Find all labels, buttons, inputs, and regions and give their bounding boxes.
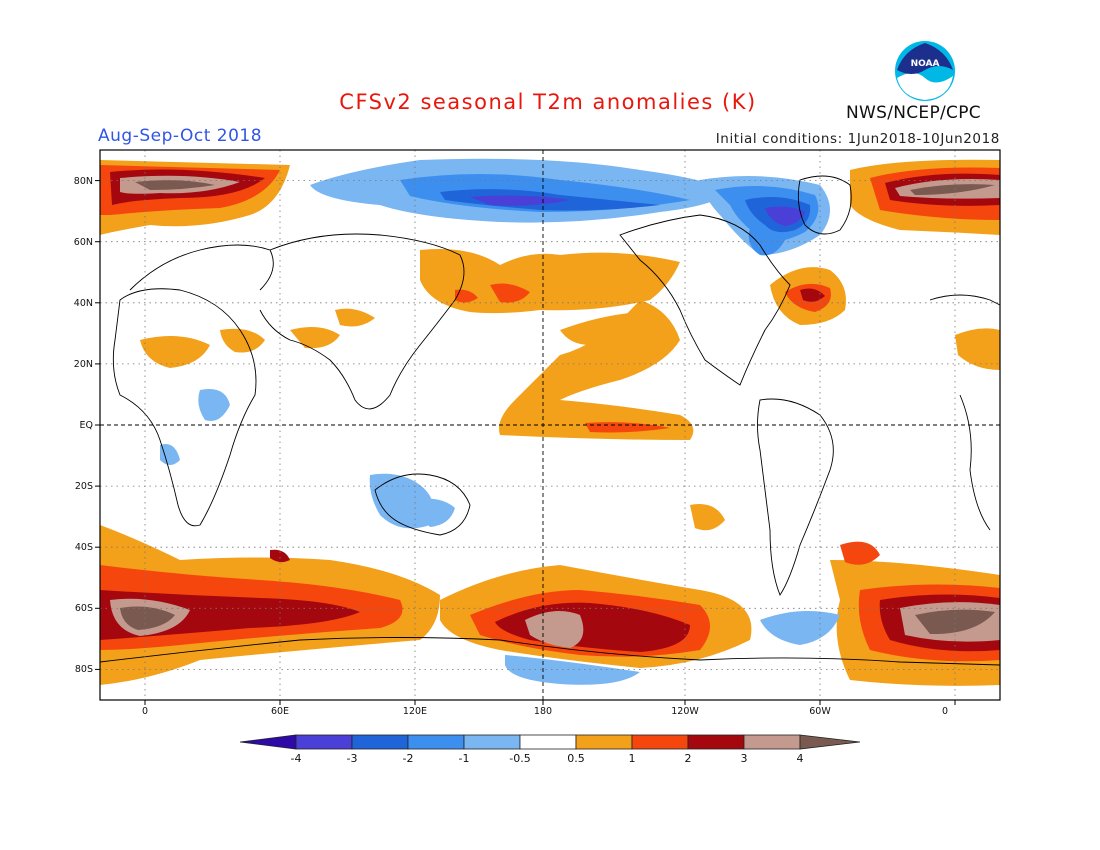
colorbar-swatch bbox=[351, 734, 409, 750]
lat-tick-label: 80N bbox=[74, 176, 93, 187]
coastline-africa-east bbox=[929, 294, 1000, 306]
colorbar-label: -1 bbox=[459, 752, 470, 765]
lat-tick-label: 80S bbox=[75, 664, 93, 675]
lat-tick-labels: 80N 60N 40N 20N EQ 20S 40S 60S 80S bbox=[74, 176, 93, 675]
map-title: CFSv2 seasonal T2m anomalies (K) bbox=[339, 90, 757, 114]
colorbar bbox=[239, 734, 861, 750]
reference-lines bbox=[100, 150, 1000, 700]
colorbar-swatch bbox=[743, 734, 801, 750]
colorbar-label: 2 bbox=[685, 752, 692, 765]
colorbar-swatch-gt-4 bbox=[799, 734, 861, 750]
coastline-australia bbox=[374, 473, 471, 536]
cold-region-central-africa bbox=[198, 389, 230, 421]
warm-region-sahara bbox=[140, 336, 210, 368]
colorbar-label: -4 bbox=[291, 752, 302, 765]
coastline-asia bbox=[259, 233, 465, 410]
lon-tick-label: 60W bbox=[809, 706, 831, 717]
logo-text: NOAA bbox=[911, 59, 940, 69]
colorbar-label: 0.5 bbox=[567, 752, 585, 765]
colorbar-swatch bbox=[407, 734, 465, 750]
colorbar-swatch bbox=[575, 734, 633, 750]
coastlines bbox=[100, 175, 1000, 666]
colorbar-swatch bbox=[295, 734, 353, 750]
lon-tick-label: 0 bbox=[942, 706, 948, 717]
colorbar-label: 3 bbox=[741, 752, 748, 765]
lon-tick-label: 180 bbox=[534, 706, 552, 717]
lat-tick-label: 20S bbox=[75, 481, 93, 492]
tick-marks bbox=[95, 180, 956, 705]
coastline-greenland bbox=[797, 175, 852, 235]
colorbar-label: -0.5 bbox=[509, 752, 530, 765]
lat-tick-label: EQ bbox=[80, 420, 93, 431]
agency-label: NWS/NCEP/CPC bbox=[846, 103, 981, 123]
coastline-south-america bbox=[757, 398, 834, 596]
cold-region-ross-sea bbox=[505, 655, 640, 685]
colorbar-swatch bbox=[631, 734, 689, 750]
lat-tick-label: 40N bbox=[74, 298, 93, 309]
lat-tick-label: 40S bbox=[75, 542, 93, 553]
colorbar-label: 1 bbox=[629, 752, 636, 765]
lon-tick-label: 120E bbox=[403, 706, 427, 717]
colorbar-swatch bbox=[519, 734, 577, 750]
colorbar-label: -3 bbox=[347, 752, 358, 765]
coastline-north-america bbox=[619, 214, 791, 386]
season-label: Aug-Sep-Oct 2018 bbox=[98, 126, 263, 146]
warm-region-tropical-pacific bbox=[499, 300, 694, 440]
lon-tick-label: 60E bbox=[271, 706, 289, 717]
colorbar-swatch bbox=[687, 734, 745, 750]
colorbar-label: -2 bbox=[403, 752, 414, 765]
coastline-antarctica bbox=[100, 637, 1000, 666]
colorbar-label: 4 bbox=[797, 752, 804, 765]
noaa-logo: NOAA bbox=[895, 41, 955, 101]
warm-region-north-pacific bbox=[420, 249, 680, 314]
colorbar-labels: -4 -3 -2 -1 -0.5 0.5 1 2 3 4 bbox=[291, 752, 804, 765]
cold-region-australia bbox=[415, 498, 455, 527]
lat-tick-label: 60N bbox=[74, 237, 93, 248]
lat-tick-label: 60S bbox=[75, 603, 93, 614]
colorbar-swatch-lt-4 bbox=[239, 734, 297, 750]
lon-tick-labels: 0 60E 120E 180 120W 60W 0 bbox=[142, 706, 948, 717]
lon-tick-label: 120W bbox=[671, 706, 699, 717]
colorbar-swatch bbox=[463, 734, 521, 750]
initial-conditions: Initial conditions: 1Jun2018-10Jun2018 bbox=[715, 131, 1000, 147]
coastline-africa-europe bbox=[112, 288, 257, 527]
lat-tick-label: 20N bbox=[74, 359, 93, 370]
anomaly-field bbox=[100, 158, 1000, 686]
lon-tick-label: 0 bbox=[142, 706, 148, 717]
